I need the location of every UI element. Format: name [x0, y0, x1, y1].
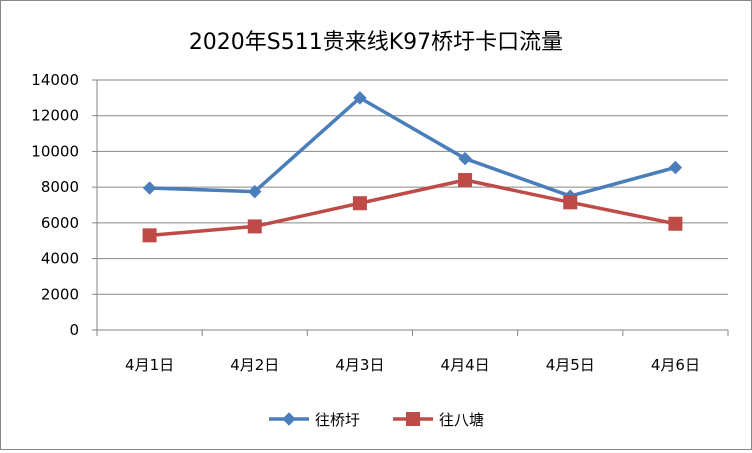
- legend-marker: [406, 412, 420, 426]
- data-point: [353, 91, 367, 105]
- series-group: [142, 91, 683, 243]
- data-point: [247, 219, 262, 234]
- x-axis-ticks: 4月1日 4月2日 4月3日 4月4日 4月5日 4月6日: [96, 330, 729, 374]
- legend-item-2: 往八塘: [393, 411, 484, 429]
- x-tick-label: 4月1日: [125, 356, 174, 374]
- legend-label: 往八塘: [439, 411, 484, 429]
- y-tick-label: 12000: [31, 107, 79, 125]
- series-2: [142, 173, 683, 243]
- data-point: [248, 184, 262, 199]
- x-tick-label: 4月3日: [335, 356, 384, 374]
- y-tick-label: 6000: [41, 214, 79, 232]
- y-tick-label: 10000: [31, 142, 79, 160]
- x-tick-label: 4月5日: [546, 356, 595, 374]
- y-tick-label: 4000: [41, 250, 79, 268]
- data-point: [458, 173, 473, 187]
- data-point: [142, 181, 157, 195]
- y-tick-label: 14000: [31, 71, 79, 89]
- x-tick-label: 4月4日: [441, 356, 490, 374]
- legend-label: 往桥圩: [315, 411, 360, 429]
- y-tick-label: 8000: [41, 178, 79, 196]
- x-tick-label: 4月2日: [230, 356, 279, 374]
- y-tick-label: 2000: [41, 285, 79, 303]
- legend: 往桥圩 往八塘: [269, 411, 484, 429]
- y-tick-label: 0: [69, 321, 79, 339]
- legend-marker: [282, 412, 296, 426]
- data-point: [668, 160, 683, 175]
- x-tick-label: 4月6日: [651, 356, 700, 374]
- grid-lines: [97, 79, 728, 295]
- data-point: [458, 151, 472, 166]
- axes: [96, 80, 728, 331]
- series-line: [149, 178, 676, 238]
- data-point: [142, 228, 157, 243]
- chart-title: 2020年S511贵来线K97桥圩卡口流量: [189, 30, 563, 55]
- legend-item-1: 往桥圩: [269, 411, 360, 429]
- y-axis-ticks: 0 2000 4000 6000 8000 10000 12000 14000: [31, 71, 97, 339]
- series-1: [142, 91, 683, 203]
- data-point: [352, 196, 367, 211]
- data-point: [668, 216, 683, 231]
- data-point: [563, 195, 578, 210]
- series-line: [149, 96, 676, 198]
